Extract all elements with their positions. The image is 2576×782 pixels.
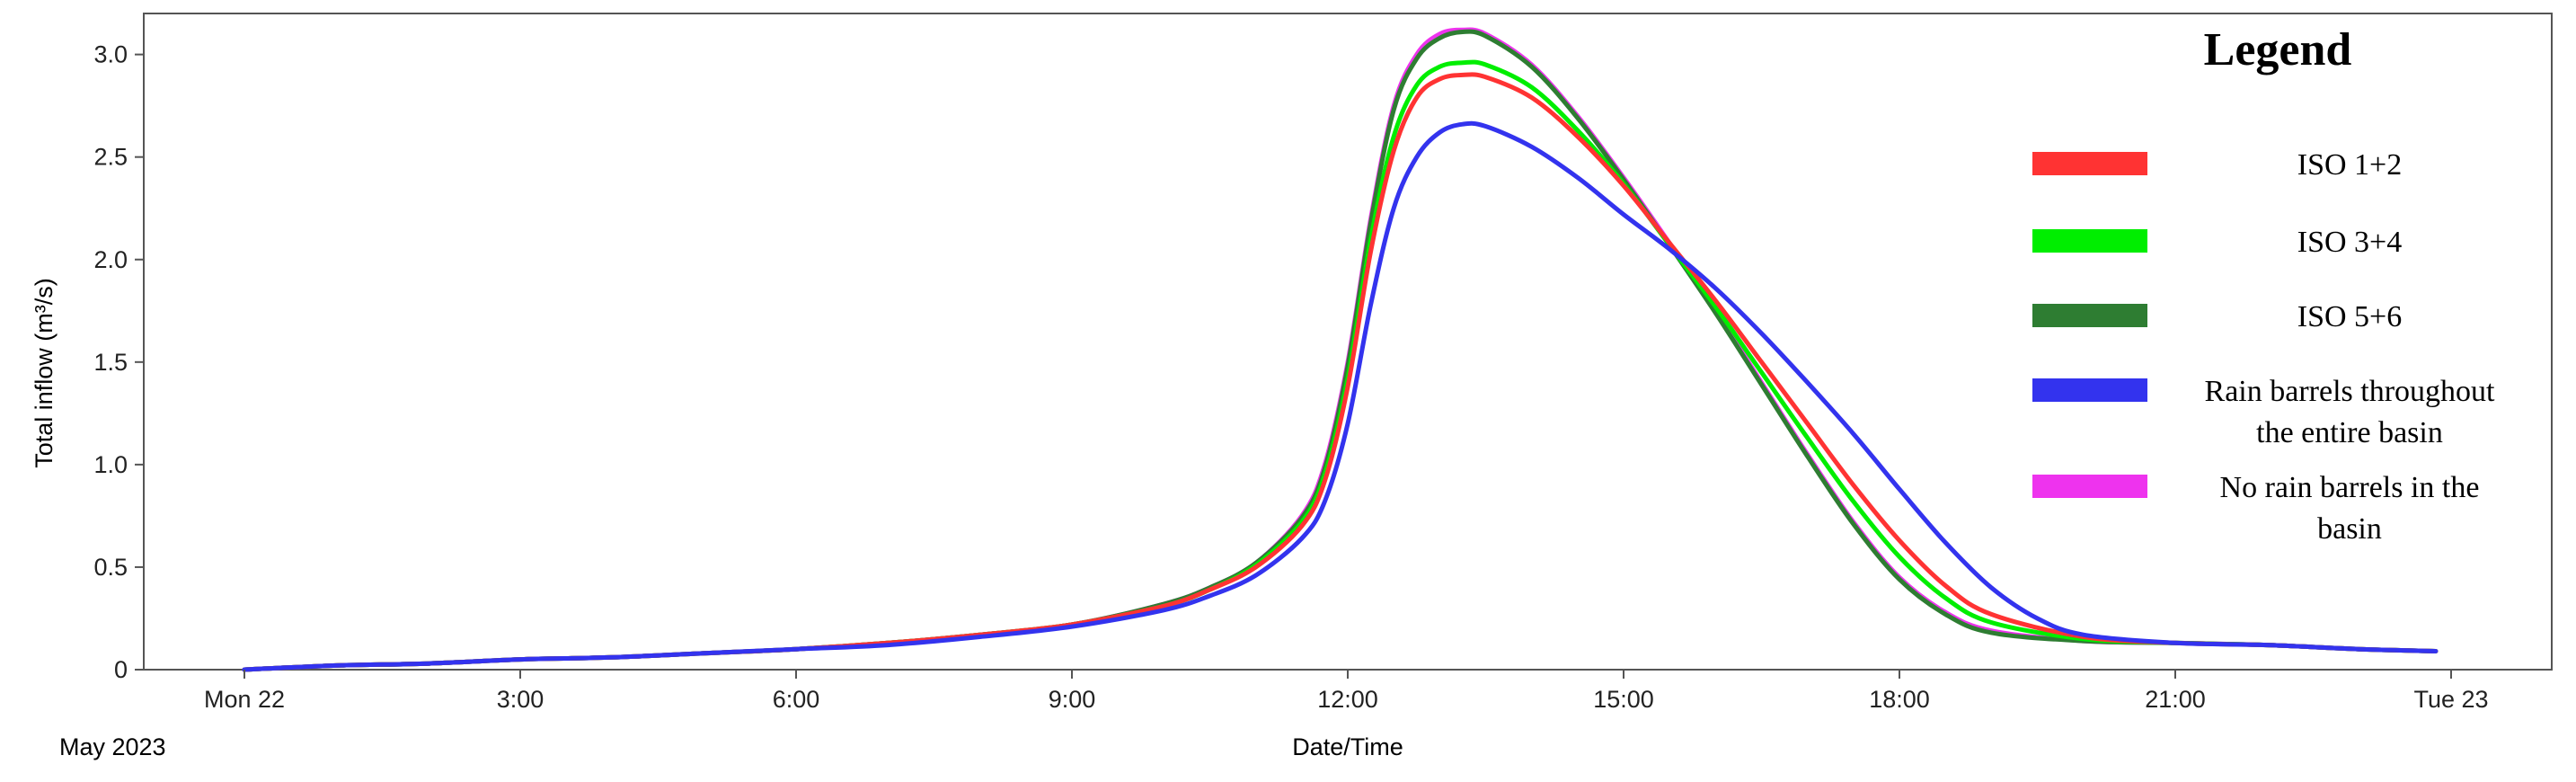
y-tick-label: 1.0 — [93, 451, 128, 478]
x-tick-label: 3:00 — [497, 686, 544, 713]
y-tick-label: 2.0 — [93, 246, 128, 273]
x-tick-label: 6:00 — [773, 686, 820, 713]
x-axis-title: Date/Time — [1292, 733, 1403, 760]
legend-label: No rain barrels in the — [2220, 471, 2480, 504]
y-axis-title: Total inflow (m³/s) — [31, 278, 58, 468]
x-tick-label: 9:00 — [1049, 686, 1096, 713]
legend-swatch — [2032, 304, 2147, 327]
plot-area-frame — [143, 13, 2553, 671]
legend-label: Rain barrels throughout — [2205, 375, 2495, 408]
legend-label: basin — [2317, 512, 2382, 546]
series-line — [242, 29, 2439, 672]
legend-swatch — [2032, 475, 2147, 498]
legend-label: ISO 3+4 — [2297, 226, 2402, 259]
series-lines — [242, 27, 2439, 672]
x-tick-label: 18:00 — [1869, 686, 1930, 713]
x-axis-ticks: Mon 22 3:00 6:00 9:00 12:00 15:00 18:00 21:00 Tu… — [204, 670, 2489, 713]
x-tick-label: 21:00 — [2145, 686, 2206, 713]
legend-title: Legend — [2204, 24, 2352, 76]
x-tick-label: 15:00 — [1593, 686, 1654, 713]
y-tick-label: 0 — [114, 656, 128, 683]
y-tick-label: 3.0 — [93, 41, 128, 68]
legend: ISO 1+2 ISO 3+4 ISO 5+6 Rain barrels throug… — [2032, 148, 2495, 546]
series-line — [242, 120, 2439, 672]
x-tick-label: Tue 23 — [2413, 686, 2488, 713]
legend-swatch — [2032, 378, 2147, 402]
y-tick-label: 2.5 — [93, 144, 128, 171]
legend-swatch — [2032, 152, 2147, 175]
legend-label: ISO 1+2 — [2297, 148, 2402, 182]
series-line — [242, 27, 2439, 672]
legend-label: the entire basin — [2256, 416, 2443, 449]
date-label: May 2023 — [59, 733, 166, 760]
plot-border — [143, 13, 2553, 671]
y-tick-label: 0.5 — [93, 554, 128, 581]
y-axis-ticks: 0 0.5 1.0 1.5 2.0 2.5 3.0 — [93, 41, 144, 683]
x-tick-label: Mon 22 — [204, 686, 285, 713]
legend-swatch — [2032, 229, 2147, 253]
y-tick-label: 1.5 — [93, 349, 128, 376]
x-tick-label: 12:00 — [1317, 686, 1378, 713]
legend-label: ISO 5+6 — [2297, 300, 2402, 333]
